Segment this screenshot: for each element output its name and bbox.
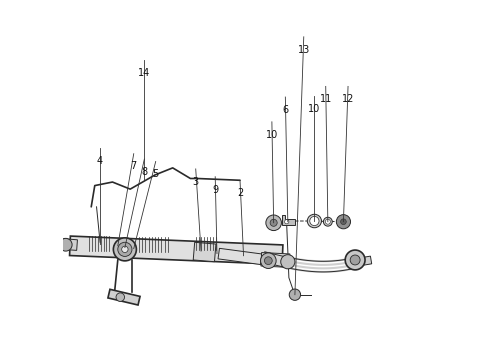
Polygon shape <box>62 239 77 250</box>
Circle shape <box>289 289 300 300</box>
Ellipse shape <box>307 214 322 228</box>
Circle shape <box>341 219 346 225</box>
Text: 12: 12 <box>342 94 354 104</box>
Text: 6: 6 <box>282 105 288 115</box>
Polygon shape <box>218 248 262 265</box>
Circle shape <box>350 255 360 265</box>
Polygon shape <box>282 215 295 225</box>
Circle shape <box>310 216 319 226</box>
Ellipse shape <box>113 238 136 261</box>
Polygon shape <box>108 289 140 305</box>
Polygon shape <box>193 242 216 262</box>
Text: 14: 14 <box>138 67 151 77</box>
Circle shape <box>261 253 276 268</box>
Ellipse shape <box>118 242 132 256</box>
Circle shape <box>264 257 272 265</box>
Text: 10: 10 <box>266 130 278 140</box>
Circle shape <box>281 255 295 269</box>
Text: 5: 5 <box>153 169 159 179</box>
Polygon shape <box>261 252 290 267</box>
Ellipse shape <box>324 217 332 226</box>
Circle shape <box>345 250 365 270</box>
Ellipse shape <box>122 246 128 252</box>
Text: 7: 7 <box>131 161 137 171</box>
Circle shape <box>60 238 72 251</box>
Text: 4: 4 <box>97 156 103 166</box>
Text: 8: 8 <box>141 167 147 177</box>
Circle shape <box>325 219 330 224</box>
Text: 11: 11 <box>320 94 332 104</box>
Circle shape <box>266 215 281 231</box>
Text: 2: 2 <box>237 188 243 198</box>
Circle shape <box>270 219 277 226</box>
Polygon shape <box>70 236 283 265</box>
Text: 3: 3 <box>192 177 199 187</box>
Circle shape <box>336 215 350 229</box>
Circle shape <box>116 293 124 301</box>
Text: 10: 10 <box>308 104 321 114</box>
Text: 13: 13 <box>298 45 310 55</box>
Polygon shape <box>360 256 372 266</box>
Circle shape <box>285 220 289 224</box>
Text: 9: 9 <box>212 185 218 195</box>
